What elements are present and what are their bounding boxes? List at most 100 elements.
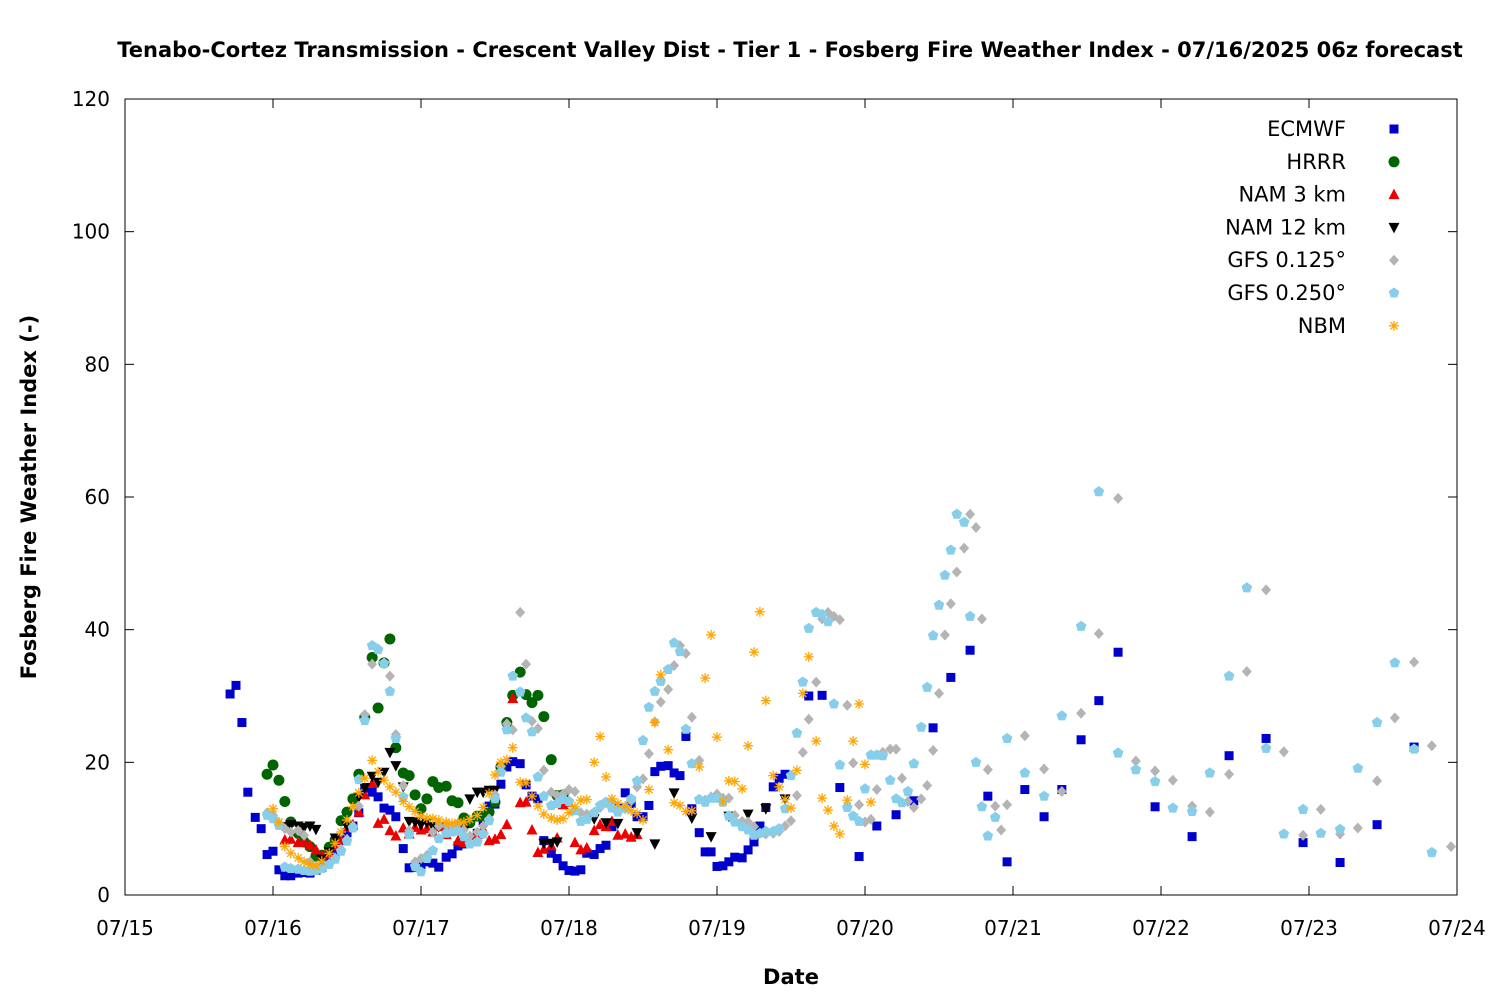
data-point-ecmwf	[1372, 820, 1382, 830]
data-point-nam-12-km	[310, 824, 322, 836]
data-point-ecmwf	[891, 810, 901, 820]
data-point-nbm	[336, 826, 347, 837]
data-point-gfs-0-250	[896, 797, 908, 808]
data-point-gfs-0-125	[1446, 841, 1457, 853]
data-point-gfs-0-125	[285, 826, 296, 838]
data-point-gfs-0-250	[760, 825, 772, 836]
data-point-gfs-0-250	[729, 816, 741, 827]
data-point-nam-3-km	[378, 813, 390, 824]
data-point-gfs-0-125	[299, 829, 310, 841]
data-point-nbm	[359, 773, 370, 784]
legend-marker-nam-12-km	[1388, 222, 1400, 234]
data-point-gfs-0-125	[885, 743, 896, 755]
data-point-ecmwf	[909, 796, 919, 806]
legend-label-gfs-0-250: GFS 0.250°	[1227, 281, 1346, 305]
data-point-nam-3-km	[625, 831, 637, 842]
data-point-ecmwf	[373, 792, 383, 802]
data-point-ecmwf	[231, 680, 241, 690]
data-point-nbm	[601, 771, 611, 782]
data-point-nbm	[552, 815, 563, 826]
data-point-gfs-0-250	[958, 516, 970, 527]
data-point-nam-12-km	[742, 809, 754, 821]
x-tick-label: 07/21	[984, 916, 1042, 940]
data-point-gfs-0-125	[1241, 665, 1252, 677]
data-point-gfs-0-250	[853, 815, 865, 826]
data-point-gfs-0-250	[834, 759, 846, 770]
data-point-gfs-0-250	[1038, 790, 1050, 801]
data-point-gfs-0-250	[964, 610, 976, 621]
data-point-nbm	[441, 817, 452, 828]
data-point-gfs-0-125	[538, 764, 549, 776]
data-point-gfs-0-250	[1278, 828, 1290, 839]
data-point-nam-12-km	[668, 788, 680, 799]
data-point-nbm	[774, 781, 785, 792]
legend-marker-ecmwf	[1389, 124, 1399, 134]
data-point-nbm	[743, 740, 754, 751]
data-point-gfs-0-250	[538, 790, 550, 801]
data-point-ecmwf	[644, 800, 654, 810]
legend-label-nbm: NBM	[1298, 314, 1346, 338]
data-point-nam-12-km	[760, 804, 772, 815]
data-point-gfs-0-125	[990, 800, 1001, 812]
data-point-gfs-0-125	[922, 780, 933, 792]
data-point-ecmwf	[570, 866, 580, 876]
data-point-nbm	[754, 606, 765, 617]
data-point-gfs-0-125	[945, 598, 956, 610]
data-point-gfs-0-125	[934, 687, 944, 699]
data-point-nbm	[404, 801, 415, 812]
data-point-gfs-0-250	[1075, 620, 1087, 631]
x-tick-label: 07/22	[1132, 916, 1190, 940]
data-point-hrrr	[538, 711, 550, 723]
data-point-gfs-0-250	[803, 622, 815, 633]
data-point-nam-3-km	[619, 827, 631, 839]
data-point-ecmwf	[1113, 647, 1123, 657]
data-point-nam-3-km	[588, 824, 600, 836]
data-point-hrrr	[421, 793, 433, 805]
data-point-nbm	[421, 813, 432, 824]
data-point-gfs-0-250	[1204, 767, 1216, 778]
data-point-gfs-0-125	[1426, 740, 1437, 752]
data-point-nam-3-km	[452, 834, 464, 846]
data-point-gfs-0-250	[859, 783, 871, 794]
data-point-nbm	[353, 787, 364, 798]
data-point-hrrr	[545, 754, 557, 766]
data-point-ecmwf	[1224, 751, 1234, 761]
data-point-gfs-0-125	[928, 744, 939, 756]
data-point-ecmwf	[928, 723, 938, 733]
data-point-ecmwf	[237, 718, 247, 728]
data-point-ecmwf	[250, 812, 260, 822]
data-point-ecmwf	[768, 782, 778, 792]
data-point-ecmwf	[718, 861, 728, 871]
data-point-gfs-0-250	[612, 806, 624, 817]
data-point-ecmwf	[286, 871, 296, 881]
data-point-hrrr	[267, 759, 279, 771]
data-point-nbm	[279, 841, 290, 852]
data-point-gfs-0-125	[1372, 775, 1383, 787]
legend-marker-hrrr	[1388, 156, 1400, 168]
data-point-ecmwf	[552, 854, 562, 864]
data-point-ecmwf	[595, 844, 605, 854]
data-point-gfs-0-250	[1019, 767, 1031, 778]
data-point-hrrr	[440, 780, 452, 792]
data-point-ecmwf	[515, 759, 525, 769]
data-point-gfs-0-250	[347, 822, 359, 833]
data-point-nbm	[390, 787, 401, 798]
data-point-gfs-0-250	[921, 681, 933, 692]
data-point-ecmwf	[983, 791, 993, 801]
data-point-nbm	[316, 856, 327, 867]
y-tick-label: 0	[97, 883, 110, 907]
data-point-ecmwf	[391, 812, 401, 822]
legend-marker-nbm	[1389, 320, 1399, 331]
data-point-nam-12-km	[686, 813, 698, 825]
data-point-gfs-0-250	[773, 823, 785, 834]
data-point-nbm	[834, 828, 845, 839]
data-point-gfs-0-125	[398, 780, 409, 792]
data-point-nbm	[532, 801, 543, 812]
data-point-gfs-0-125	[908, 801, 919, 813]
data-point-gfs-0-250	[489, 793, 501, 804]
data-point-nbm	[717, 796, 728, 807]
legend-label-nam-3-km: NAM 3 km	[1238, 183, 1346, 207]
y-tick-label: 80	[85, 352, 110, 376]
data-point-gfs-0-250	[1297, 803, 1309, 814]
data-point-gfs-0-250	[403, 829, 415, 840]
